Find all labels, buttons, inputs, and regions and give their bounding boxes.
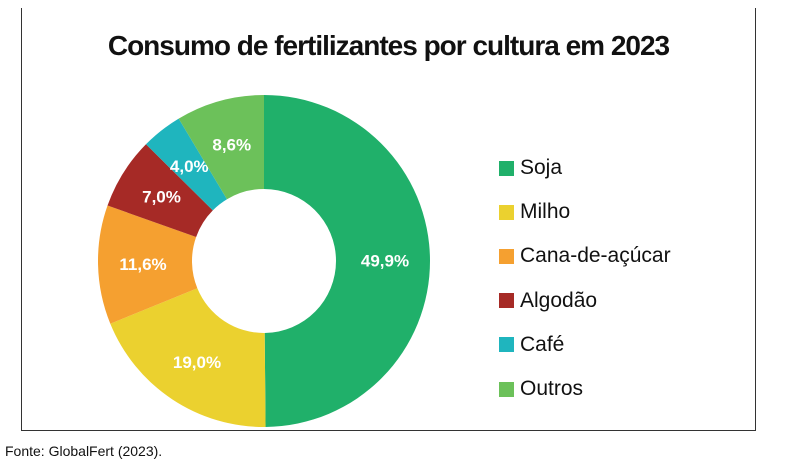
legend-label: Cana-de-açúcar (520, 244, 671, 268)
legend-item: Café (499, 323, 671, 367)
legend-item: Outros (499, 367, 671, 411)
slice-outros (178, 95, 264, 200)
slice-café (145, 118, 227, 211)
legend-swatch (499, 337, 514, 353)
slice-cana-de-açúcar (98, 205, 198, 324)
slice-algodão (107, 144, 213, 237)
data-label: 49,9% (361, 251, 409, 270)
data-label: 11,6% (119, 255, 166, 274)
data-label: 4,0% (170, 157, 209, 176)
data-label: 7,0% (142, 188, 181, 207)
chart-title: Consumo de fertilizantes por cultura em … (107, 30, 670, 61)
legend-item: Cana-de-açúcar (499, 234, 671, 278)
legend-swatch (499, 248, 514, 264)
legend-label: Milho (520, 200, 571, 224)
legend-item: Milho (499, 190, 671, 234)
legend-swatch (499, 381, 514, 397)
chart-frame (21, 8, 756, 431)
legend-swatch (499, 293, 514, 309)
source-note: Fonte: GlobalFert (2023). (5, 443, 163, 459)
legend-item: Soja (499, 146, 671, 190)
slice-milho (110, 288, 266, 427)
data-label: 8,6% (212, 135, 251, 154)
slice-soja (264, 95, 430, 427)
legend-swatch (499, 204, 514, 220)
legend-label: Algodão (520, 288, 598, 312)
legend-label: Café (520, 332, 565, 356)
data-label: 19,0% (173, 353, 221, 372)
legend-item: Algodão (499, 279, 671, 323)
legend-label: Outros (520, 377, 584, 401)
legend-swatch (499, 160, 514, 176)
legend: Soja Milho Cana-de-açúcar Algodão Café Outros (499, 146, 671, 411)
legend-label: Soja (520, 156, 563, 180)
